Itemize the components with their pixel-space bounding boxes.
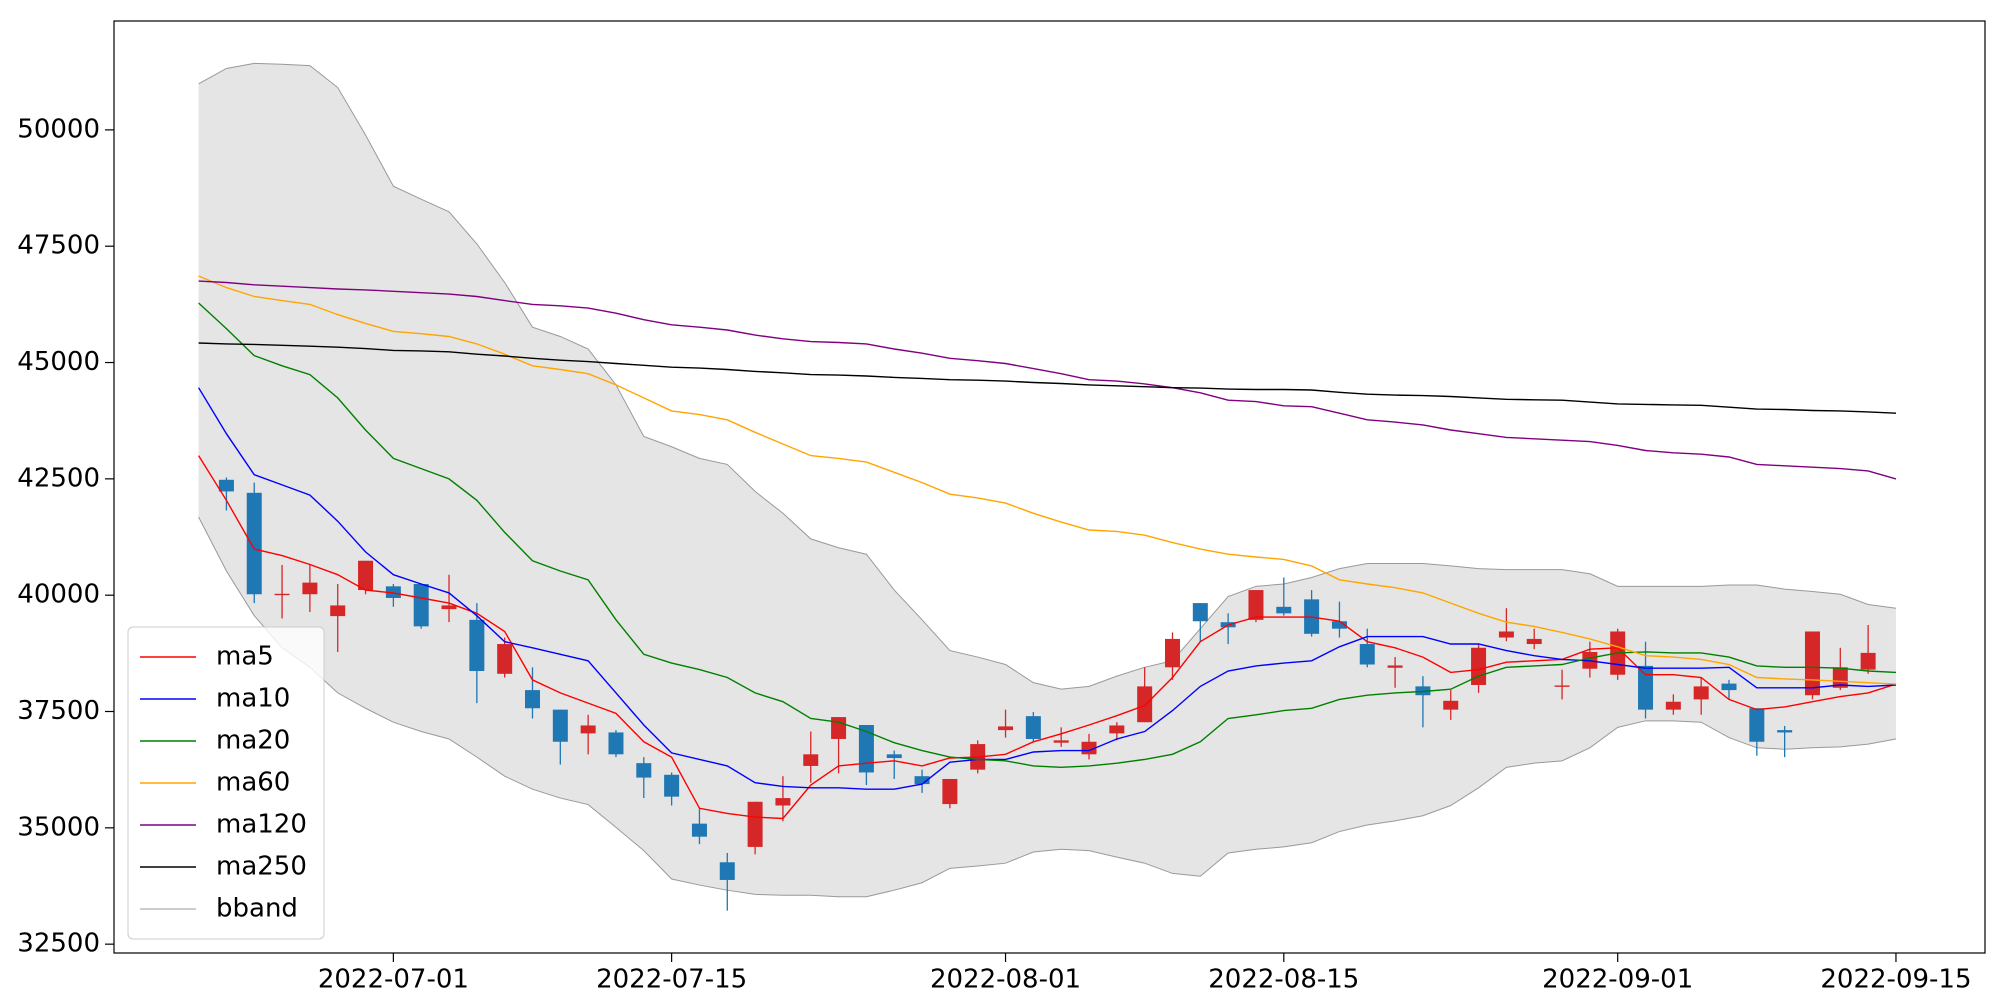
legend: ma5 ma10 ma20 ma60 ma120 ma250 bband — [127, 626, 325, 940]
candle-body — [246, 492, 262, 595]
band-area — [198, 63, 1896, 897]
candle-body — [858, 725, 874, 773]
candle-body — [524, 690, 540, 709]
candle-body — [1721, 683, 1737, 691]
legend-label: ma120 — [216, 810, 307, 840]
candle-body — [691, 823, 707, 837]
candle-body — [469, 619, 485, 672]
candle-body — [552, 709, 568, 742]
candle-body — [1192, 603, 1208, 622]
candle-body — [1137, 686, 1153, 723]
candle-body — [1777, 730, 1793, 733]
legend-label: ma10 — [216, 684, 290, 714]
band-upper — [198, 62, 1897, 690]
candle-body — [358, 560, 374, 591]
candle-body — [1443, 700, 1459, 710]
legend-label: ma60 — [216, 768, 290, 798]
candle-body — [385, 586, 401, 598]
y-tick-label: 45000 — [17, 347, 100, 377]
candle-body — [664, 774, 680, 797]
candle-body — [636, 763, 652, 778]
candle-body — [608, 732, 624, 755]
candle-body — [1860, 652, 1876, 670]
y-tick-label: 37500 — [17, 696, 100, 726]
legend-label: ma5 — [216, 642, 274, 672]
candle-body — [580, 725, 596, 734]
candle-body — [1276, 606, 1292, 614]
candle-body — [1331, 621, 1347, 629]
candle-body — [803, 754, 819, 766]
candle-body — [1554, 685, 1570, 687]
x-tick-label: 2022-08-15 — [1208, 965, 1359, 995]
candle-body — [1638, 665, 1654, 710]
y-tick-label: 32500 — [17, 929, 100, 959]
y-tick-label: 35000 — [17, 812, 100, 842]
candle-body — [497, 644, 513, 674]
candle-body — [1109, 725, 1125, 734]
legend-box — [127, 626, 325, 940]
candle-body — [1665, 701, 1681, 710]
candle-body — [747, 801, 763, 847]
plot-frame — [113, 20, 1986, 954]
candle-body — [914, 776, 930, 785]
candle-body — [831, 717, 847, 739]
candle-body — [1164, 638, 1180, 668]
candle-body — [998, 726, 1014, 731]
candle-body — [330, 605, 346, 617]
ma-line — [198, 342, 1897, 414]
y-tick-label: 47500 — [17, 231, 100, 261]
ma-line — [198, 275, 1897, 685]
x-tick-label: 2022-09-01 — [1542, 965, 1693, 995]
ma-line — [198, 280, 1897, 480]
candle-body — [1248, 590, 1264, 620]
band-lower — [198, 516, 1897, 898]
ma-line — [198, 302, 1897, 769]
x-tick-label: 2022-07-15 — [596, 965, 747, 995]
candle-body — [886, 754, 902, 759]
candle-body — [1498, 631, 1514, 638]
candle-body — [775, 798, 791, 806]
x-tick-label: 2022-08-01 — [930, 965, 1081, 995]
candle-body — [1749, 708, 1765, 742]
candle-body — [1804, 631, 1820, 696]
candle-body — [1693, 686, 1709, 700]
y-tick-label: 50000 — [17, 114, 100, 144]
legend-label: ma20 — [216, 726, 290, 756]
candle-body — [413, 584, 429, 627]
ma-line — [198, 455, 1897, 820]
legend-label: bband — [216, 894, 298, 924]
candle-body — [1025, 716, 1041, 739]
candle-body — [942, 778, 958, 805]
candle-body — [719, 862, 735, 880]
legend-label: ma250 — [216, 852, 307, 882]
candle-body — [1359, 644, 1375, 665]
candle-body — [1053, 740, 1069, 743]
candle-body — [274, 593, 290, 596]
x-tick-label: 2022-09-15 — [1820, 965, 1971, 995]
candle-body — [218, 479, 234, 492]
candle-body — [302, 582, 318, 595]
y-tick-label: 40000 — [17, 580, 100, 610]
candle-body — [1832, 667, 1848, 688]
y-tick-label: 42500 — [17, 463, 100, 493]
candle-body — [1526, 638, 1542, 645]
candle-body — [1471, 647, 1487, 685]
candle-body — [441, 605, 457, 610]
x-tick-label: 2022-07-01 — [318, 965, 469, 995]
ma-line — [198, 387, 1897, 790]
candle-body — [1387, 665, 1403, 668]
